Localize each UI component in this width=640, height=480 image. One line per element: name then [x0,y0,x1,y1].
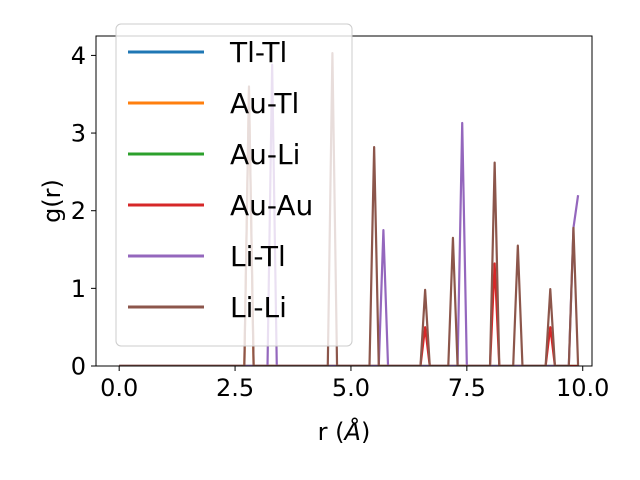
x-tick-label: 5.0 [332,374,370,402]
y-axis-label: g(r) [38,179,66,223]
legend-label-tl-tl: Tl-Tl [229,36,287,69]
x-tick-label: 2.5 [216,374,254,402]
legend-label-au-tl: Au-Tl [230,87,299,120]
legend-label-au-au: Au-Au [230,189,313,222]
y-tick-label: 0 [71,353,86,381]
x-axis-label: r (Å) [318,417,371,446]
y-tick-label: 1 [71,275,86,303]
legend-label-li-li: Li-Li [230,291,287,324]
y-tick-label: 3 [71,120,86,148]
y-tick-label: 2 [71,197,86,225]
legend: Tl-Tl Au-Tl Au-Li Au-Au Li-Tl Li-Li [115,23,353,347]
x-tick-label: 0.0 [100,374,138,402]
x-tick-label: 7.5 [448,374,486,402]
legend-label-au-li: Au-Li [230,138,300,171]
x-ticks: 0.0 2.5 5.0 7.5 10.0 [100,366,609,402]
legend-label-li-tl: Li-Tl [230,240,286,273]
x-tick-label: 10.0 [556,374,609,402]
y-ticks: 0 1 2 3 4 [71,42,96,381]
y-tick-label: 4 [71,42,86,70]
